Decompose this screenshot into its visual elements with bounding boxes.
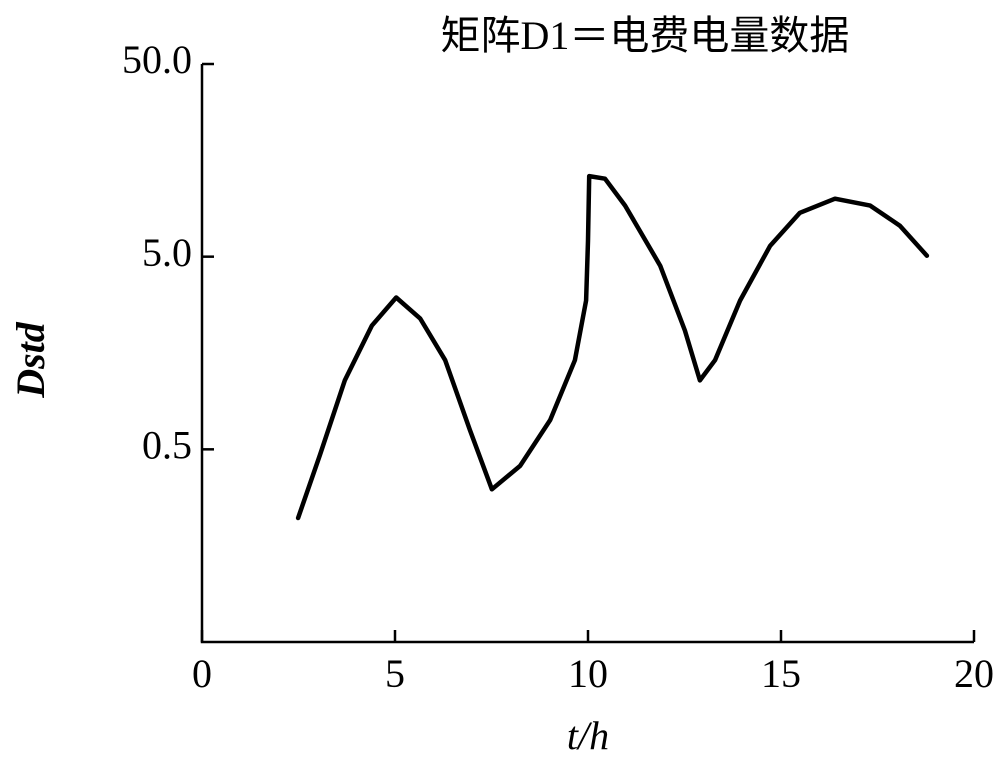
y-tick-label: 0.5: [142, 423, 192, 468]
x-tick-label: 10: [568, 651, 608, 696]
data-line: [295, 173, 930, 521]
x-tick-label: 0: [192, 651, 212, 696]
y-axis-label: Dstd: [8, 321, 53, 399]
x-tick-label: 20: [954, 651, 994, 696]
y-tick-label: 5.0: [142, 230, 192, 275]
x-tick-label: 5: [385, 651, 405, 696]
axes: [200, 64, 974, 644]
y-tick-label: 50.0: [122, 37, 192, 82]
x-tick-label: 15: [761, 651, 801, 696]
x-axis-label: t/h: [567, 713, 609, 758]
chart-title: 矩阵D1＝电费电量数据: [441, 13, 850, 58]
